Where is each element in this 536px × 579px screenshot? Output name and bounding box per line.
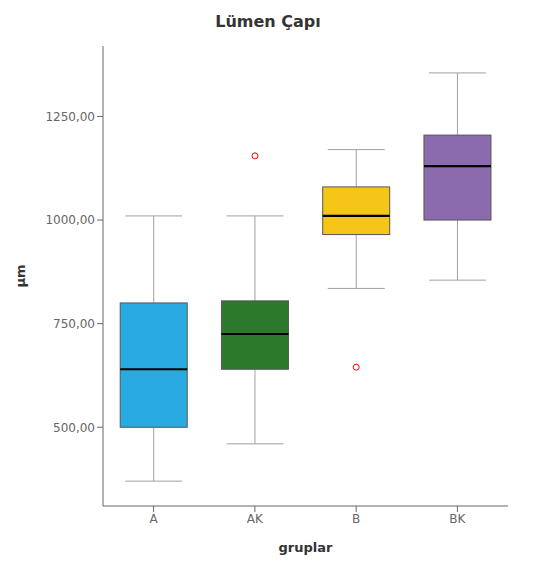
svg-text:1250,00: 1250,00 [45, 110, 95, 124]
svg-text:BK: BK [449, 512, 466, 526]
svg-text:1000,00: 1000,00 [45, 213, 95, 227]
html-text:Lümen Çapı: Lümen Çapı [215, 12, 321, 31]
svg-text:A: A [150, 512, 159, 526]
svg-text:AK: AK [247, 512, 264, 526]
svg-text:gruplar: gruplar [279, 540, 334, 555]
svg-text:μm: μm [13, 264, 28, 287]
svg-text:750,00: 750,00 [53, 317, 95, 331]
svg-text:500,00: 500,00 [53, 421, 95, 435]
svg-text:B: B [352, 512, 360, 526]
